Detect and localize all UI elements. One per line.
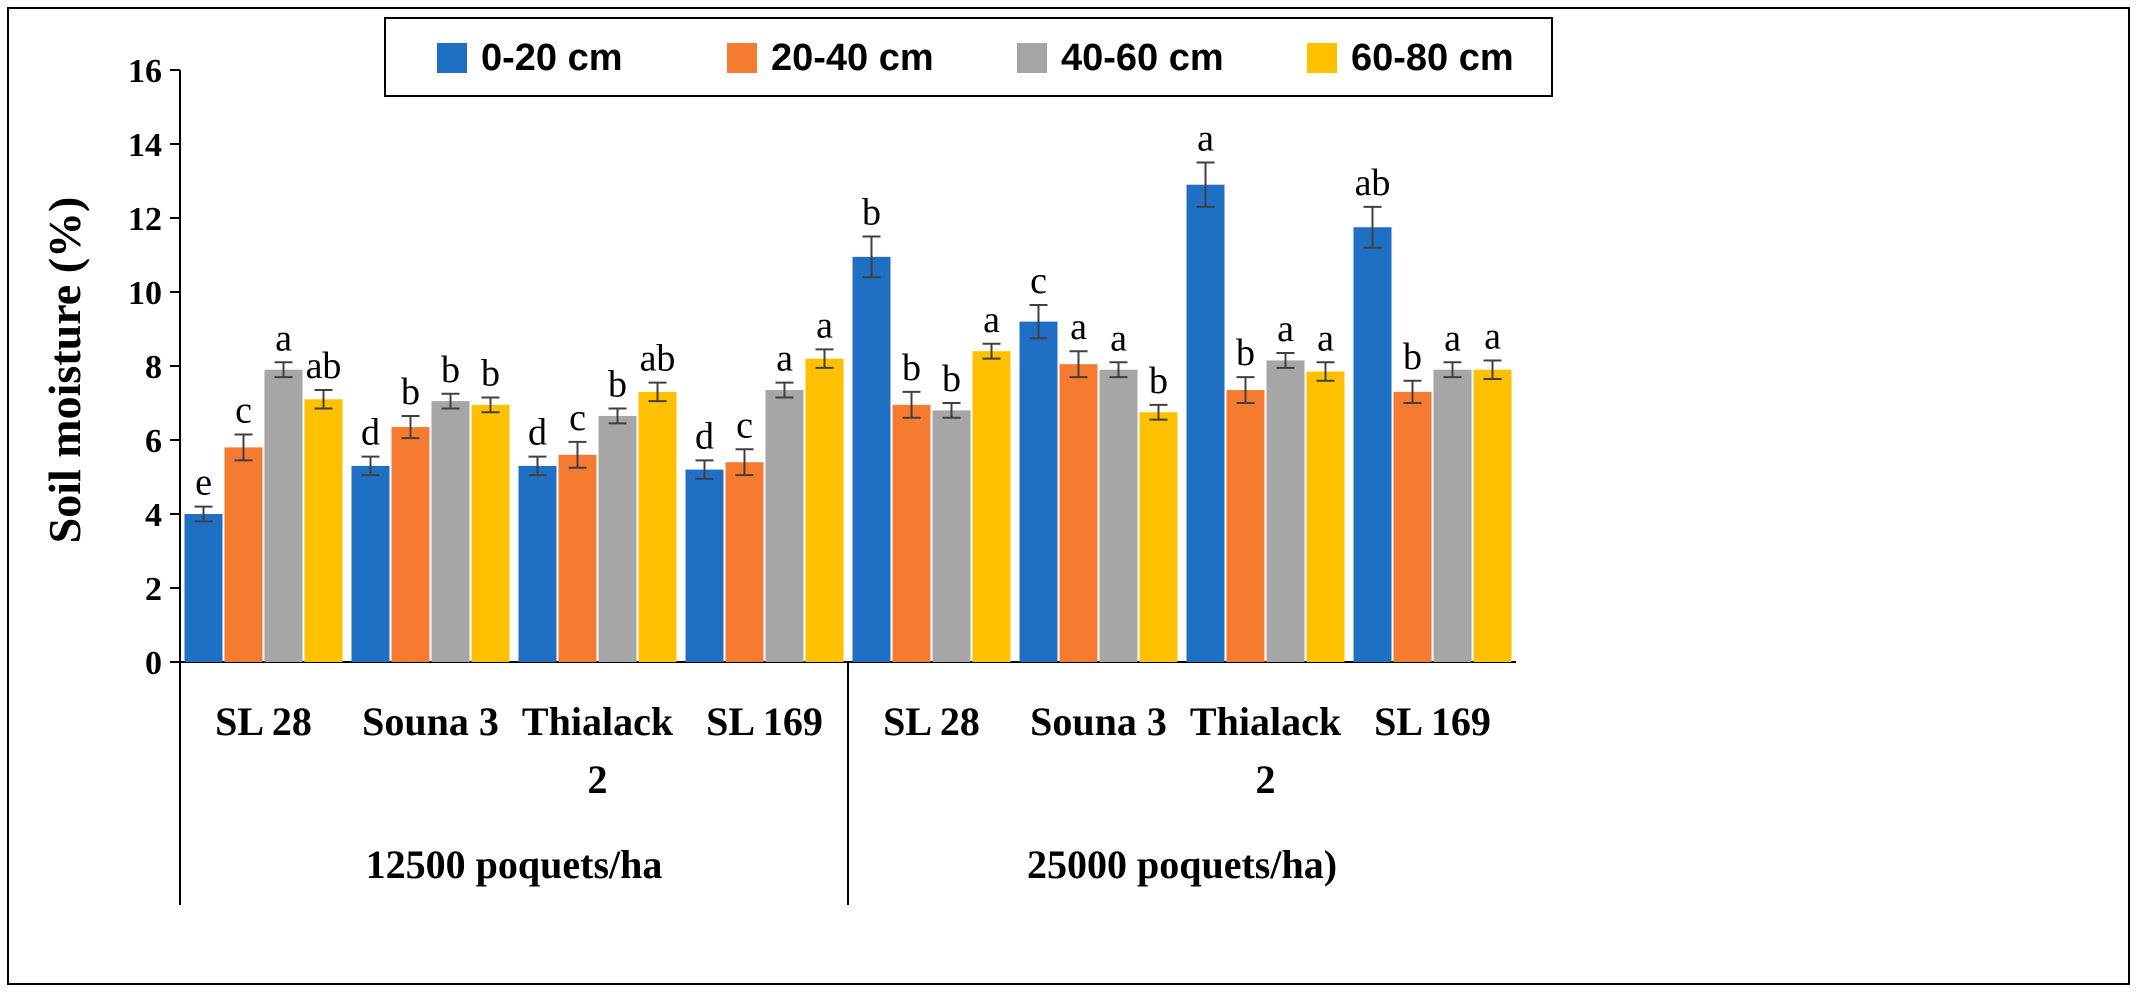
bar bbox=[892, 404, 931, 662]
significance-letter: a bbox=[1110, 317, 1127, 359]
significance-letter: b bbox=[942, 358, 961, 400]
category-label: Thialack bbox=[522, 699, 674, 744]
y-tick-label: 12 bbox=[128, 201, 162, 238]
significance-letter: a bbox=[1197, 118, 1214, 160]
significance-letter: b bbox=[862, 192, 881, 234]
bar bbox=[972, 351, 1011, 662]
bar bbox=[184, 514, 223, 662]
significance-letter: e bbox=[195, 462, 212, 504]
bar bbox=[518, 465, 557, 662]
bar bbox=[1393, 391, 1432, 662]
bar bbox=[1306, 371, 1345, 662]
significance-letter: a bbox=[1484, 315, 1501, 357]
legend-label: 40-60 cm bbox=[1061, 37, 1224, 79]
legend-swatch bbox=[727, 43, 757, 73]
significance-letter: c bbox=[736, 404, 753, 446]
bar bbox=[805, 358, 844, 662]
bar bbox=[932, 410, 971, 662]
y-tick-label: 6 bbox=[145, 423, 162, 460]
y-tick-label: 0 bbox=[145, 645, 162, 682]
category-label: 2 bbox=[1256, 757, 1276, 802]
bar bbox=[1099, 369, 1138, 662]
significance-letter: b bbox=[1149, 360, 1168, 402]
significance-letter: a bbox=[1317, 317, 1334, 359]
category-label: SL 28 bbox=[883, 699, 980, 744]
legend-label: 60-80 cm bbox=[1351, 37, 1514, 79]
significance-letter: b bbox=[608, 364, 627, 406]
significance-letter: b bbox=[481, 352, 500, 394]
bar bbox=[598, 415, 637, 662]
significance-letter: c bbox=[1030, 260, 1047, 302]
bar bbox=[1226, 390, 1265, 662]
bar bbox=[765, 390, 804, 662]
bar bbox=[1266, 360, 1305, 662]
legend-swatch bbox=[437, 43, 467, 73]
bar bbox=[391, 427, 430, 662]
significance-letter: ab bbox=[306, 345, 342, 387]
significance-letter: c bbox=[235, 389, 252, 431]
significance-letter: d bbox=[695, 415, 714, 457]
bar bbox=[1353, 227, 1392, 662]
bar bbox=[264, 369, 303, 662]
y-tick-label: 16 bbox=[128, 53, 162, 90]
bar bbox=[852, 256, 891, 662]
category-label: SL 28 bbox=[215, 699, 312, 744]
bar bbox=[471, 404, 510, 662]
bar bbox=[431, 401, 470, 662]
legend-swatch bbox=[1017, 43, 1047, 73]
bar bbox=[304, 399, 343, 662]
category-label: SL 169 bbox=[1374, 699, 1491, 744]
bar bbox=[224, 447, 263, 662]
significance-letter: b bbox=[441, 349, 460, 391]
bar bbox=[638, 391, 677, 662]
y-axis-label: Soil moisture (%) bbox=[39, 197, 90, 544]
bar bbox=[1473, 369, 1512, 662]
significance-letter: b bbox=[1403, 336, 1422, 378]
bar bbox=[1186, 184, 1225, 662]
legend-box bbox=[384, 17, 1553, 97]
bar bbox=[1059, 364, 1098, 662]
group-label: 25000 poquets/ha) bbox=[1027, 842, 1337, 887]
significance-letter: ab bbox=[1355, 162, 1391, 204]
y-tick-label: 10 bbox=[128, 275, 162, 312]
legend-label: 0-20 cm bbox=[481, 37, 623, 79]
significance-letter: b bbox=[902, 347, 921, 389]
significance-letter: a bbox=[1070, 306, 1087, 348]
bar bbox=[1139, 412, 1178, 662]
category-label: SL 169 bbox=[706, 699, 823, 744]
legend: 0-20 cm 20-40 cm 40-60 cm 60-80 cm bbox=[384, 17, 1553, 97]
significance-letter: a bbox=[816, 304, 833, 346]
y-tick-label: 8 bbox=[145, 349, 162, 386]
y-tick-label: 14 bbox=[128, 127, 162, 164]
bar bbox=[725, 462, 764, 662]
category-label: Souna 3 bbox=[1030, 699, 1167, 744]
bar bbox=[1433, 369, 1472, 662]
significance-letter: a bbox=[776, 338, 793, 380]
significance-letter: ab bbox=[640, 338, 676, 380]
category-label: Thialack bbox=[1190, 699, 1342, 744]
significance-letter: b bbox=[401, 371, 420, 413]
category-label: 2 bbox=[588, 757, 608, 802]
y-tick-label: 4 bbox=[145, 497, 162, 534]
bar bbox=[685, 469, 724, 662]
legend-swatch bbox=[1307, 43, 1337, 73]
bar bbox=[1019, 321, 1058, 662]
bar bbox=[351, 465, 390, 662]
significance-letter: a bbox=[983, 299, 1000, 341]
significance-letter: b bbox=[1236, 332, 1255, 374]
significance-letter: a bbox=[275, 317, 292, 359]
bar bbox=[558, 454, 597, 662]
significance-letter: c bbox=[569, 397, 586, 439]
group-label: 12500 poquets/ha bbox=[366, 842, 663, 887]
significance-letter: d bbox=[361, 412, 380, 454]
y-tick-label: 2 bbox=[145, 571, 162, 608]
category-label: Souna 3 bbox=[362, 699, 499, 744]
significance-letter: a bbox=[1444, 317, 1461, 359]
significance-letter: d bbox=[528, 412, 547, 454]
legend-label: 20-40 cm bbox=[771, 37, 934, 79]
significance-letter: a bbox=[1277, 308, 1294, 350]
